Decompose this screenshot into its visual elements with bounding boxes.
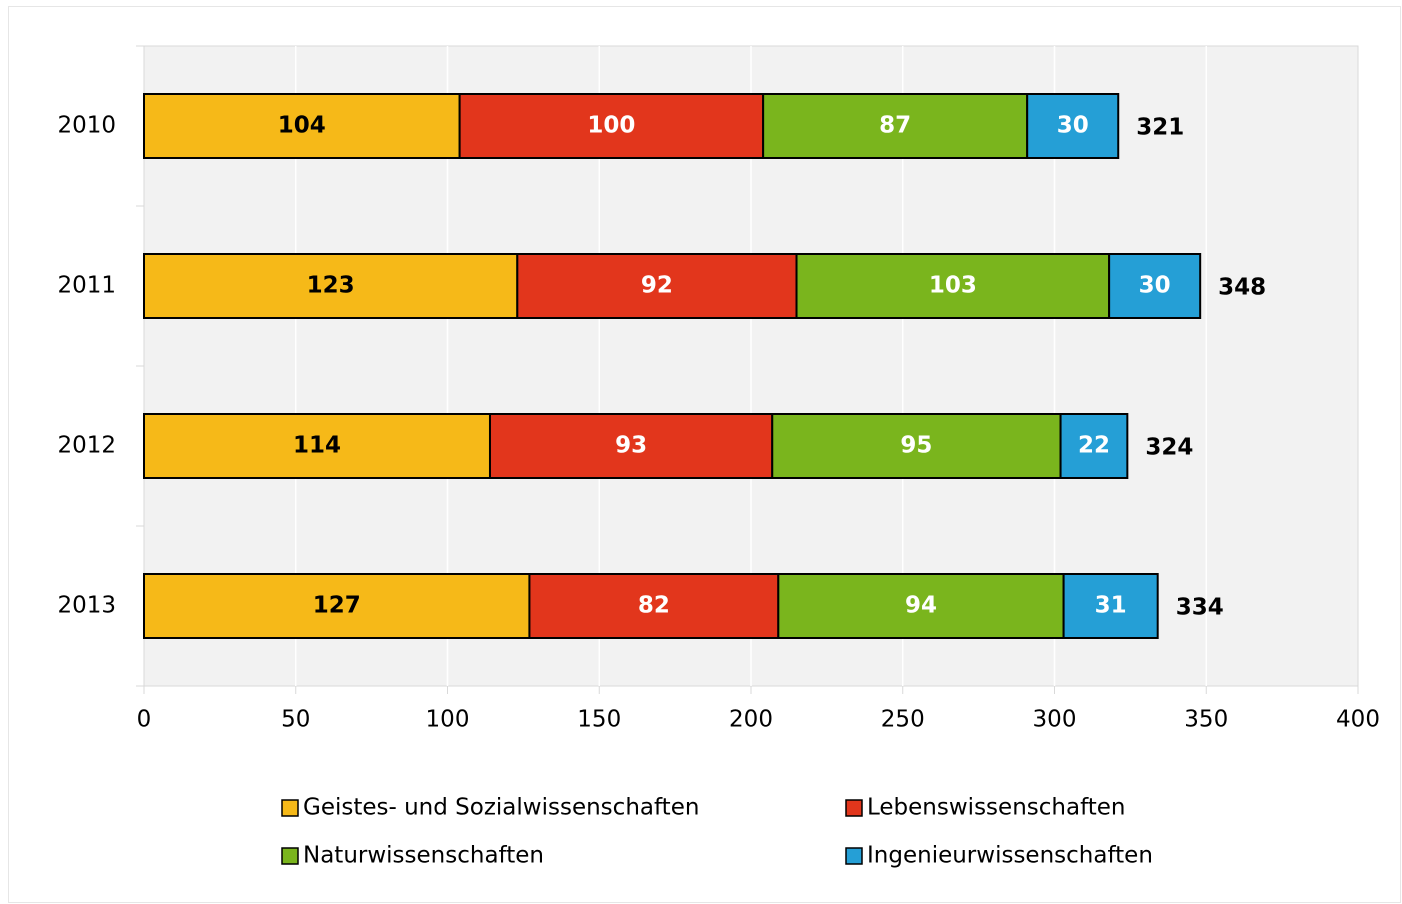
bar-segment	[777, 573, 1065, 639]
legend-swatch	[845, 799, 863, 817]
bar-segment	[143, 413, 491, 479]
total-label: 334	[1176, 595, 1224, 621]
data-label: 95	[900, 433, 932, 459]
x-tick-label: 150	[577, 707, 621, 733]
bar-segment	[762, 93, 1029, 159]
data-label: 92	[641, 273, 673, 299]
legend-label: Ingenieurwissenschaften	[867, 843, 1153, 869]
bar-segment	[528, 573, 780, 639]
bar-segment	[1059, 413, 1129, 479]
data-label: 87	[879, 113, 911, 139]
y-tick-label: 2011	[57, 273, 116, 299]
data-label: 82	[638, 593, 670, 619]
bar-segment	[1062, 573, 1159, 639]
bar-segment	[458, 93, 765, 159]
bar-segment	[516, 253, 798, 319]
data-label: 100	[587, 113, 635, 139]
data-label: 127	[313, 593, 361, 619]
x-tick-label: 0	[137, 707, 152, 733]
x-tick-label: 50	[281, 707, 310, 733]
data-label: 94	[905, 593, 937, 619]
bar-segment	[1108, 253, 1202, 319]
legend-label: Naturwissenschaften	[303, 843, 544, 869]
bar-segment	[143, 573, 531, 639]
total-label: 324	[1145, 435, 1193, 461]
y-tick-label: 2010	[57, 113, 116, 139]
x-tick-label: 350	[1184, 707, 1228, 733]
data-label: 31	[1095, 593, 1127, 619]
x-tick-label: 200	[729, 707, 773, 733]
data-label: 123	[307, 273, 355, 299]
legend-swatch	[845, 847, 863, 865]
data-label: 30	[1057, 113, 1089, 139]
bar-segment	[1026, 93, 1120, 159]
legend-label: Geistes- und Sozialwissenschaften	[303, 795, 699, 821]
data-label: 103	[929, 273, 977, 299]
x-tick-label: 300	[1033, 707, 1077, 733]
data-label: 30	[1139, 273, 1171, 299]
x-tick-label: 400	[1336, 707, 1380, 733]
data-label: 114	[293, 433, 341, 459]
x-tick-label: 100	[426, 707, 470, 733]
x-tick-label: 250	[881, 707, 925, 733]
legend-label: Lebenswissenschaften	[867, 795, 1126, 821]
data-label: 104	[278, 113, 326, 139]
bar-segment	[488, 413, 774, 479]
legend-swatch	[281, 847, 299, 865]
data-label: 93	[615, 433, 647, 459]
y-tick-label: 2013	[57, 593, 116, 619]
y-tick-label: 2012	[57, 433, 116, 459]
bar-segment	[771, 413, 1062, 479]
total-label: 348	[1218, 275, 1266, 301]
bar-segment	[795, 253, 1111, 319]
bar-segment	[143, 93, 461, 159]
data-label: 22	[1078, 433, 1110, 459]
total-label: 321	[1136, 115, 1184, 141]
legend-swatch	[281, 799, 299, 817]
